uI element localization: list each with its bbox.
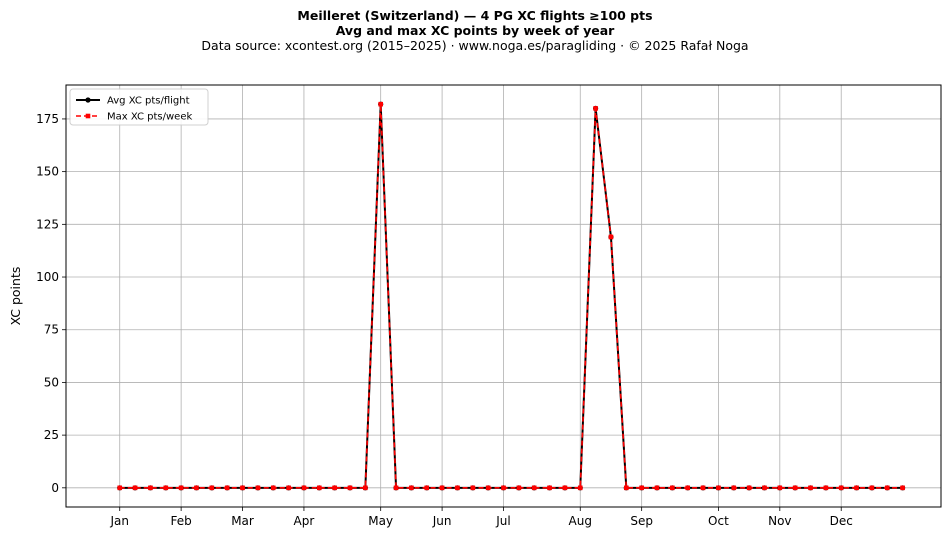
max-series-point bbox=[531, 485, 537, 491]
x-tick-label: Jan bbox=[109, 514, 129, 528]
max-series-point bbox=[470, 485, 476, 491]
max-series-point bbox=[777, 485, 783, 491]
axes: Jan Feb Mar Apr May Jun Jul Aug Sep Oct Nov Dec 0 25 5… bbox=[36, 112, 853, 528]
max-series-point bbox=[808, 485, 813, 491]
max-series-point bbox=[746, 485, 752, 491]
max-series-point bbox=[869, 485, 875, 491]
chart-subtitle: Avg and max XC points by week of year bbox=[335, 23, 615, 38]
max-series-point bbox=[792, 485, 798, 491]
legend-swatch-marker bbox=[85, 97, 91, 103]
x-tick-label: Nov bbox=[768, 514, 791, 528]
max-series-point bbox=[762, 485, 767, 491]
max-series-point bbox=[884, 485, 890, 491]
max-series-point bbox=[838, 485, 844, 491]
max-series-point bbox=[255, 485, 261, 491]
max-series-point bbox=[854, 485, 859, 491]
chart-title: Meilleret (Switzerland) — 4 PG XC flight… bbox=[297, 8, 653, 23]
max-series-point bbox=[194, 485, 199, 491]
max-series-point bbox=[347, 485, 353, 491]
max-series-point bbox=[163, 485, 169, 491]
x-tick-label: Dec bbox=[830, 514, 853, 528]
max-series-point bbox=[363, 485, 368, 491]
y-tick-label: 100 bbox=[36, 270, 59, 284]
y-tick-label: 50 bbox=[44, 375, 59, 389]
grid bbox=[66, 85, 941, 507]
x-tick-label: Aug bbox=[569, 514, 592, 528]
max-series-point bbox=[393, 485, 399, 491]
max-series-point bbox=[593, 106, 598, 111]
y-tick-label: 25 bbox=[44, 428, 59, 442]
max-series-point bbox=[117, 485, 123, 491]
max-series-point bbox=[823, 485, 829, 491]
max-series-point bbox=[485, 485, 491, 491]
y-tick-label: 150 bbox=[36, 165, 59, 179]
x-tick-label: Mar bbox=[231, 514, 254, 528]
max-series-point bbox=[608, 234, 614, 240]
max-series-point bbox=[731, 485, 737, 491]
max-series-point bbox=[516, 485, 522, 491]
max-series-point bbox=[301, 485, 307, 491]
max-series-point bbox=[577, 485, 583, 491]
max-series-point bbox=[670, 485, 675, 491]
max-series-point bbox=[378, 101, 383, 107]
avg-series-line bbox=[119, 103, 903, 489]
max-series-point bbox=[639, 485, 644, 491]
max-series-point bbox=[148, 485, 153, 491]
max-series-point bbox=[716, 485, 721, 491]
max-series-point bbox=[685, 485, 691, 491]
max-series-line bbox=[119, 103, 903, 489]
x-tick-label: Sep bbox=[630, 514, 653, 528]
max-series-point bbox=[424, 485, 430, 491]
x-tick-label: Jun bbox=[432, 514, 452, 528]
max-series-point bbox=[439, 485, 445, 491]
max-series-point bbox=[501, 485, 506, 491]
max-series-point bbox=[332, 485, 337, 491]
y-tick-label: 125 bbox=[36, 217, 59, 231]
x-tick-label: Feb bbox=[171, 514, 192, 528]
legend-box bbox=[69, 88, 209, 126]
legend-entry: Avg XC pts/flight bbox=[107, 96, 190, 107]
max-series-point bbox=[209, 485, 215, 491]
y-axis-label: XC points bbox=[8, 267, 23, 326]
y-tick-label: 175 bbox=[36, 112, 59, 126]
max-series-point bbox=[224, 485, 230, 491]
series-layer bbox=[117, 101, 906, 491]
x-tick-label: May bbox=[368, 514, 393, 528]
max-series-point bbox=[240, 485, 245, 491]
max-series-point bbox=[654, 485, 660, 491]
y-tick-label: 0 bbox=[51, 481, 59, 495]
max-series-point bbox=[409, 485, 414, 491]
legend-swatch-marker bbox=[85, 113, 91, 119]
x-tick-label: Apr bbox=[294, 514, 315, 528]
max-series-point bbox=[624, 485, 629, 491]
x-tick-label: Jul bbox=[495, 514, 510, 528]
max-series-point bbox=[286, 485, 291, 491]
chart-source: Data source: xcontest.org (2015–2025) · … bbox=[201, 38, 749, 53]
max-series-point bbox=[316, 485, 322, 491]
max-series-point bbox=[270, 485, 276, 491]
max-series-point bbox=[178, 485, 184, 491]
y-tick-label: 75 bbox=[44, 323, 59, 337]
x-tick-label: Oct bbox=[708, 514, 729, 528]
chart-titles: Meilleret (Switzerland) — 4 PG XC flight… bbox=[0, 8, 950, 54]
max-series-point bbox=[700, 485, 706, 491]
max-series-point bbox=[900, 485, 905, 491]
legend-entry: Max XC pts/week bbox=[107, 112, 192, 123]
max-series-point bbox=[132, 485, 138, 491]
legend: Avg XC pts/flight Max XC pts/week bbox=[69, 88, 209, 126]
max-series-point bbox=[455, 485, 460, 491]
max-series-point bbox=[547, 485, 552, 491]
max-series-point bbox=[562, 485, 568, 491]
